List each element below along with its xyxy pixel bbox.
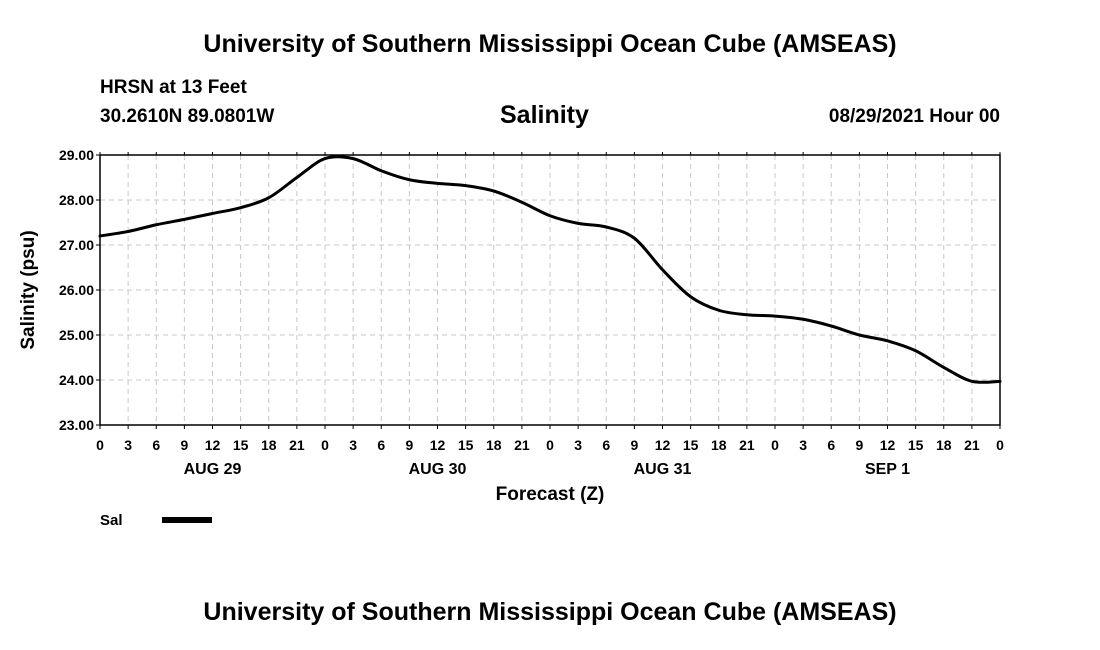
x-day-label: AUG 31	[634, 461, 692, 478]
y-tick-label: 28.00	[59, 192, 94, 208]
x-tick-label: 6	[377, 437, 385, 453]
x-tick-label: 12	[430, 437, 446, 453]
top-title: University of Southern Mississippi Ocean…	[203, 30, 897, 58]
x-tick-label: 12	[880, 437, 896, 453]
bottom-title: University of Southern Mississippi Ocean…	[203, 598, 897, 626]
x-tick-label: 12	[205, 437, 221, 453]
legend-label: Sal	[100, 512, 123, 529]
x-tick-label: 3	[124, 437, 132, 453]
chart-title: Salinity	[500, 101, 589, 129]
x-tick-label: 3	[799, 437, 807, 453]
x-tick-label: 15	[683, 437, 699, 453]
x-day-label: AUG 29	[184, 461, 242, 478]
x-tick-label: 3	[349, 437, 357, 453]
x-tick-label: 0	[96, 437, 104, 453]
x-tick-label: 9	[855, 437, 863, 453]
x-axis-label: Forecast (Z)	[496, 484, 605, 505]
station-label: HRSN at 13 Feet	[100, 77, 247, 98]
x-tick-label: 9	[630, 437, 638, 453]
x-tick-label: 18	[261, 437, 277, 453]
series-line-sal	[98, 155, 1002, 384]
x-tick-label: 21	[289, 437, 305, 453]
x-tick-label: 6	[827, 437, 835, 453]
x-tick-label: 0	[771, 437, 779, 453]
x-tick-label: 18	[711, 437, 727, 453]
plot-frame	[99, 154, 1001, 426]
x-tick-label: 15	[458, 437, 474, 453]
y-tick-label: 29.00	[59, 147, 94, 163]
x-tick-label: 15	[908, 437, 924, 453]
y-axis-label: Salinity (psu)	[18, 230, 39, 349]
y-tick-label: 23.00	[59, 417, 94, 433]
x-tick-label: 15	[233, 437, 249, 453]
x-tick-label: 0	[321, 437, 329, 453]
x-tick-label: 6	[152, 437, 160, 453]
x-tick-label: 0	[996, 437, 1004, 453]
x-tick-label: 0	[546, 437, 554, 453]
x-tick-label: 3	[574, 437, 582, 453]
x-day-label: AUG 30	[409, 461, 467, 478]
x-tick-label: 18	[936, 437, 952, 453]
x-tick-label: 18	[486, 437, 502, 453]
x-tick-label: 9	[180, 437, 188, 453]
x-tick-label: 21	[514, 437, 530, 453]
x-tick-label: 21	[739, 437, 755, 453]
y-tick-label: 24.00	[59, 372, 94, 388]
x-day-label: SEP 1	[865, 461, 910, 478]
y-tick-label: 25.00	[59, 327, 94, 343]
x-tick-label: 9	[405, 437, 413, 453]
x-tick-label: 6	[602, 437, 610, 453]
y-tick-label: 27.00	[59, 237, 94, 253]
x-tick-label: 12	[655, 437, 671, 453]
coordinates-label: 30.2610N 89.0801W	[100, 106, 275, 127]
x-tick-label: 21	[964, 437, 980, 453]
y-tick-label: 26.00	[59, 282, 94, 298]
forecast-datetime: 08/29/2021 Hour 00	[828, 106, 1000, 127]
